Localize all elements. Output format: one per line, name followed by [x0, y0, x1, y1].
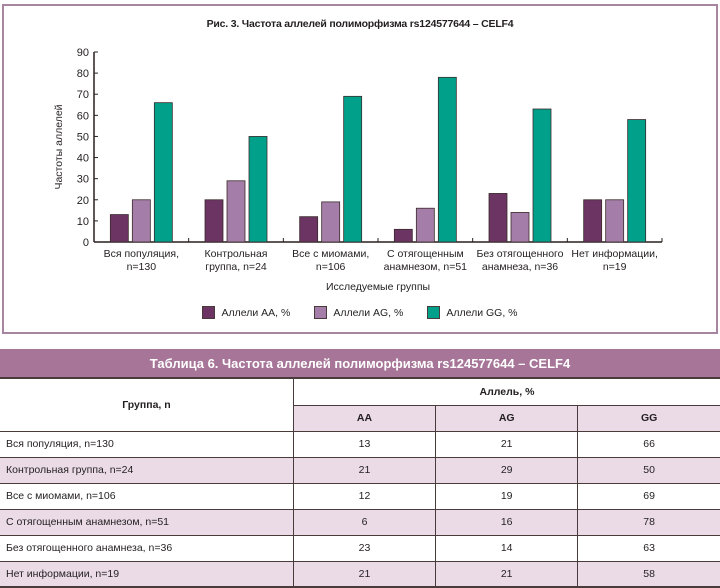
- cell-gg: 50: [577, 457, 720, 484]
- table-row: Нет информации, n=19 21 21 58: [0, 561, 720, 588]
- column-header-gg: GG: [577, 405, 720, 432]
- x-tick-label: анамнезом, n=51: [384, 261, 468, 273]
- chart-title: Рис. 3. Частота аллелей полиморфизма rs1…: [206, 18, 514, 30]
- column-header-ag: AG: [435, 405, 579, 432]
- y-tick-label: 10: [77, 216, 89, 228]
- x-tick-label: Нет информации,: [571, 248, 658, 260]
- bar: [627, 119, 647, 243]
- bar: [605, 199, 625, 243]
- cell-aa: 23: [293, 535, 437, 562]
- y-tick-label: 0: [83, 237, 89, 249]
- x-tick-label: Без отягощенного: [476, 248, 563, 260]
- legend-swatch-ag: [314, 306, 328, 319]
- y-tick-label: 70: [77, 89, 89, 101]
- cell-ag: 29: [435, 457, 579, 484]
- cell-aa: 13: [293, 431, 437, 458]
- x-axis-label: Исследуемые группы: [326, 281, 430, 293]
- bar: [321, 201, 341, 243]
- y-tick-label: 90: [77, 47, 89, 59]
- figure-frame: Рис. 3. Частота аллелей полиморфизма rs1…: [2, 4, 718, 334]
- bar: [510, 212, 530, 243]
- legend-swatch-aa: [202, 306, 216, 319]
- cell-gg: 66: [577, 431, 720, 458]
- x-tick-label: Все с миомами,: [292, 248, 369, 260]
- y-tick-label: 50: [77, 131, 89, 143]
- bar: [437, 76, 457, 243]
- row-group: Вся популяция, n=130: [0, 431, 294, 458]
- bar: [343, 95, 363, 243]
- bar: [204, 199, 224, 243]
- x-tick-label: Вся популяция,: [104, 248, 179, 260]
- row-group: Без отягощенного анамнеза, n=36: [0, 535, 294, 562]
- data-table-section: Таблица 6. Частота аллелей полиморфизма …: [0, 349, 720, 588]
- y-tick-label: 80: [77, 68, 89, 80]
- cell-ag: 19: [435, 483, 579, 510]
- cell-gg: 63: [577, 535, 720, 562]
- bar: [248, 136, 268, 243]
- cell-gg: 78: [577, 509, 720, 536]
- bar: [393, 228, 413, 243]
- row-group: Нет информации, n=19: [0, 561, 294, 588]
- x-tick-label: группа, n=24: [205, 261, 267, 273]
- table-title: Таблица 6. Частота аллелей полиморфизма …: [0, 349, 720, 379]
- y-tick-label: 60: [77, 110, 89, 122]
- y-tick-label: 40: [77, 153, 89, 165]
- bar-chart: 0 10 20 30 40 50 60 70 80 90 Частоты аллелей Вся по…: [53, 47, 663, 293]
- bar: [109, 214, 129, 243]
- bar: [415, 207, 435, 243]
- legend-label-ag: Аллели AG, %: [333, 306, 404, 319]
- cell-aa: 21: [293, 457, 437, 484]
- column-header-aa: AA: [293, 405, 437, 432]
- bar: [488, 193, 508, 243]
- allele-table: Группа, n Аллель, % AA AG GG Вся популяц…: [0, 379, 720, 588]
- cell-aa: 21: [293, 561, 437, 588]
- x-tick-label: n=106: [316, 261, 346, 273]
- cell-aa: 6: [293, 509, 437, 536]
- bar: [532, 108, 552, 243]
- table-row: Без отягощенного анамнеза, n=36 23 14 63: [0, 535, 720, 562]
- x-tick-label: Контрольная: [205, 248, 268, 260]
- bar: [131, 199, 151, 243]
- legend-label-gg: Аллели GG, %: [446, 306, 518, 319]
- bar: [583, 199, 603, 243]
- row-group: Все с миомами, n=106: [0, 483, 294, 510]
- table-row: С отягощенным анамнезом, n=51 6 16 78: [0, 509, 720, 536]
- x-tick-label: С отягощенным: [387, 248, 464, 260]
- cell-aa: 12: [293, 483, 437, 510]
- group-header: Группа, n: [0, 379, 294, 432]
- y-axis-label: Частоты аллелей: [53, 104, 65, 189]
- legend-item-aa: Аллели AA, %: [202, 306, 290, 319]
- legend-item-gg: Аллели GG, %: [427, 306, 518, 319]
- allele-header: Аллель, %: [293, 379, 720, 406]
- row-group: Контрольная группа, n=24: [0, 457, 294, 484]
- x-tick-label: анамнеза, n=36: [482, 261, 558, 273]
- row-group: С отягощенным анамнезом, n=51: [0, 509, 294, 536]
- legend-item-ag: Аллели AG, %: [314, 306, 403, 319]
- table-row: Контрольная группа, n=24 21 29 50: [0, 457, 720, 484]
- y-tick-label: 30: [77, 174, 89, 186]
- cell-gg: 58: [577, 561, 720, 588]
- cell-gg: 69: [577, 483, 720, 510]
- cell-ag: 21: [435, 561, 579, 588]
- cell-ag: 14: [435, 535, 579, 562]
- chart-legend: Аллели AA, % Аллели AG, % Аллели GG, %: [4, 306, 716, 319]
- cell-ag: 21: [435, 431, 579, 458]
- table-row: Вся популяция, n=130 13 21 66: [0, 431, 720, 458]
- bar: [299, 216, 319, 243]
- table-row: Все с миомами, n=106 12 19 69: [0, 483, 720, 510]
- cell-ag: 16: [435, 509, 579, 536]
- legend-label-aa: Аллели AA, %: [221, 306, 291, 319]
- x-tick-label: n=19: [603, 261, 627, 273]
- bar: [226, 180, 246, 243]
- x-tick-label: n=130: [127, 261, 157, 273]
- bar: [153, 102, 173, 243]
- y-tick-label: 20: [77, 195, 89, 207]
- legend-swatch-gg: [427, 306, 441, 319]
